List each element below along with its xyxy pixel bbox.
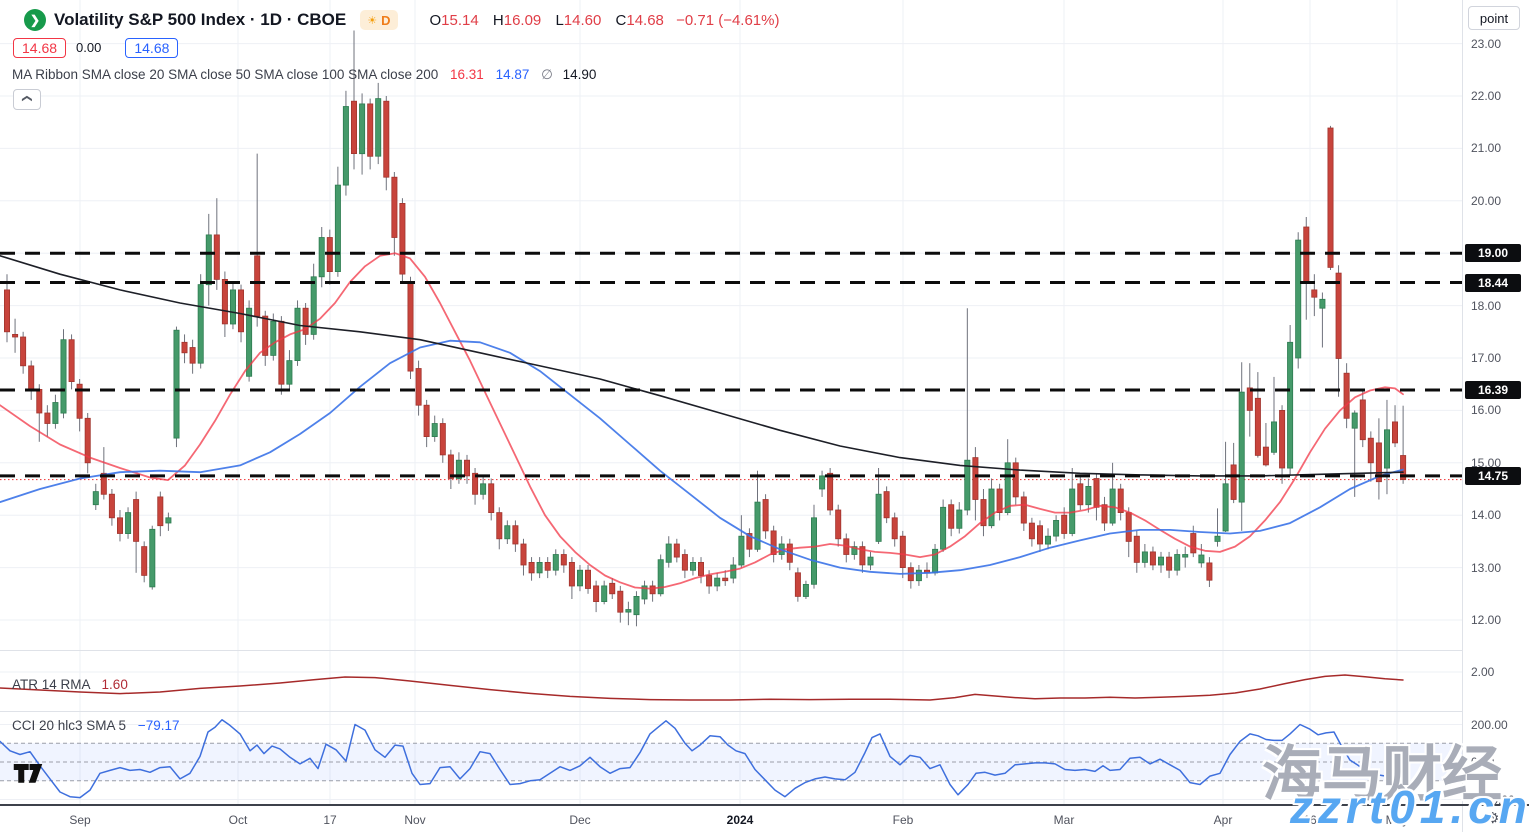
cci-label: CCI 20 hlc3 SMA 5	[12, 718, 127, 733]
ma-ribbon-label: MA Ribbon SMA close 20 SMA close 50 SMA …	[12, 67, 439, 82]
time-tick-label: Mar	[1053, 813, 1075, 827]
symbol-title[interactable]: Volatility S&P 500 Index · 1D · CBOE	[54, 10, 347, 29]
time-tick-label: May	[1385, 813, 1409, 827]
ohlc-values: O15.14 H16.09 L14.60 C14.68 −0.71 (−4.61…	[429, 11, 780, 29]
price-tick-label: 12.00	[1471, 613, 1502, 627]
price-unit-button[interactable]: point	[1468, 6, 1520, 30]
watermark-url: zzrt01.cn	[1290, 781, 1529, 832]
price-tick-label: 23.00	[1471, 36, 1502, 51]
spread-value: 0.00	[76, 40, 102, 55]
atr-label: ATR 14 RMA	[12, 677, 90, 692]
time-tick-label: Oct	[228, 813, 248, 827]
price-level-badge[interactable]: 16.39	[1465, 380, 1521, 399]
buy-price-box[interactable]: 14.68	[125, 37, 179, 58]
tradingview-logo-icon[interactable]	[13, 763, 43, 794]
collapse-indicators-button[interactable]: ❯	[13, 89, 41, 110]
price-tick-label: 21.00	[1471, 141, 1502, 156]
cci-tick-label: 0.00	[1471, 755, 1495, 769]
symbol-logo-icon: ❯	[24, 9, 46, 31]
price-tick-label: 20.00	[1471, 193, 1502, 208]
session-status-badge[interactable]: ☀ D	[360, 10, 398, 30]
time-tick-label: Apr	[1213, 813, 1233, 827]
time-tick-label: Dec	[569, 813, 591, 827]
sell-price-box[interactable]: 14.68	[13, 37, 67, 58]
settings-gear-icon[interactable]: ⚙	[1486, 810, 1500, 827]
ma-ribbon-legend[interactable]: MA Ribbon SMA close 20 SMA close 50 SMA …	[12, 67, 596, 83]
atr-tick-label: 2.00	[1471, 665, 1495, 679]
sma20-value: 16.31	[450, 67, 484, 82]
interval-badge: D	[381, 12, 391, 28]
time-tick-label: Feb	[892, 813, 914, 827]
price-tick-label: 22.00	[1471, 89, 1502, 103]
time-tick-label: Nov	[404, 813, 426, 827]
price-tick-label: 15.00	[1471, 455, 1502, 470]
time-tick-label: 17	[323, 813, 337, 827]
cci-value: −79.17	[137, 718, 180, 733]
watermark-text: 海马财经	[1262, 741, 1502, 808]
sun-icon: ☀	[367, 14, 378, 27]
atr-legend[interactable]: ATR 14 RMA 1.60	[12, 677, 128, 692]
price-tick-label: 14.00	[1471, 508, 1502, 523]
chevron-up-icon: ❯	[21, 94, 33, 103]
price-tick-label: 16.00	[1471, 403, 1502, 418]
time-axis[interactable]: Sep Oct 17 Nov Dec 2024 Feb Mar Apr 16 May	[0, 806, 1529, 832]
change-value: −0.71 (−4.61%)	[676, 11, 780, 29]
sma-avg-value: 14.90	[562, 67, 597, 82]
atr-value: 1.60	[101, 677, 128, 692]
price-axis[interactable]: point 23.00 22.00 21.00 20.00 19.00 18.00 17.0…	[1463, 0, 1529, 807]
sma50-value: 14.87	[495, 67, 530, 82]
price-tick-label: 13.00	[1471, 560, 1502, 575]
cci-tick-label: 200.00	[1471, 717, 1508, 732]
time-tick-label: 16	[1303, 813, 1317, 827]
cci-legend[interactable]: CCI 20 hlc3 SMA 5 −79.17	[12, 718, 180, 733]
price-level-badge[interactable]: 18.44	[1465, 273, 1521, 292]
price-tick-label: 18.00	[1471, 298, 1502, 313]
pane-bottom-separator	[0, 804, 1529, 806]
price-level-badge[interactable]: 14.75	[1465, 466, 1521, 485]
time-tick-label: Sep	[69, 813, 91, 827]
empty-set-icon: ∅	[541, 67, 553, 82]
axis-separator	[1462, 0, 1463, 832]
price-level-badge[interactable]: 19.00	[1465, 244, 1521, 263]
time-tick-label: 2024	[726, 813, 754, 827]
price-tick-label: 17.00	[1471, 351, 1502, 365]
cci-tick-label: −200.00	[1471, 792, 1515, 807]
